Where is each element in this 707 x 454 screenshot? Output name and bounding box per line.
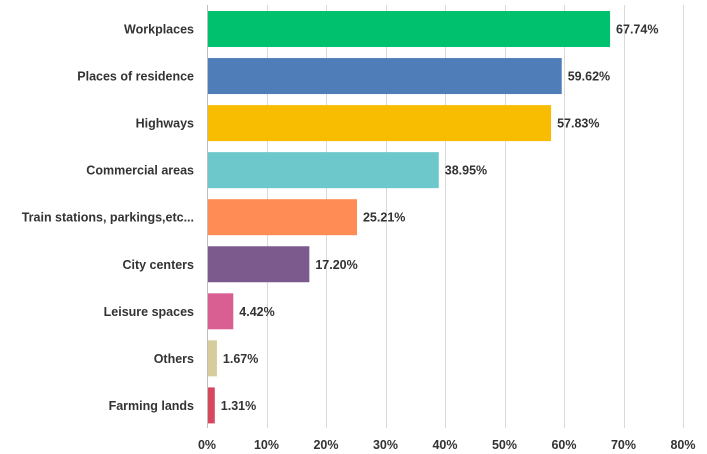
value-label: 59.62% <box>568 70 610 84</box>
x-tick-label: 10% <box>254 438 279 452</box>
value-label: 1.31% <box>221 399 256 413</box>
value-label: 1.67% <box>223 352 258 366</box>
value-label: 4.42% <box>239 305 274 319</box>
value-label: 25.21% <box>363 211 405 225</box>
bar <box>208 58 562 95</box>
x-tick-label: 20% <box>313 438 338 452</box>
bar <box>208 246 310 283</box>
value-label: 17.20% <box>315 258 357 272</box>
bar <box>208 105 552 142</box>
x-tick-label: 0% <box>198 438 216 452</box>
value-label: 38.95% <box>445 164 487 178</box>
x-tick-label: 30% <box>373 438 398 452</box>
bar <box>208 11 611 47</box>
category-label: Highways <box>136 117 194 131</box>
category-label: Commercial areas <box>86 164 194 178</box>
category-label: Workplaces <box>124 23 194 37</box>
bar <box>208 387 215 424</box>
category-label: Places of residence <box>77 70 194 84</box>
x-tick-label: 40% <box>432 438 457 452</box>
value-label: 67.74% <box>616 23 658 37</box>
bar <box>208 199 357 236</box>
value-label: 57.83% <box>557 117 599 131</box>
category-label: Others <box>154 352 194 366</box>
label-layer: Workplaces 67.74% Places of residence 59.62… <box>22 23 659 413</box>
tick-layer: 0% 10% 20% 30% 40% 50% 60% 70% 80% <box>198 438 696 452</box>
x-tick-label: 60% <box>551 438 576 452</box>
category-label: Leisure spaces <box>104 305 194 319</box>
x-tick-label: 80% <box>670 438 695 452</box>
category-label: Train stations, parkings,etc... <box>22 211 194 225</box>
category-label: Farming lands <box>109 399 194 413</box>
bar-layer <box>208 11 611 424</box>
x-tick-label: 50% <box>492 438 517 452</box>
bar <box>208 293 234 330</box>
x-tick-label: 70% <box>611 438 636 452</box>
bar <box>208 340 217 377</box>
category-label: City centers <box>122 258 194 272</box>
bar <box>208 152 439 189</box>
